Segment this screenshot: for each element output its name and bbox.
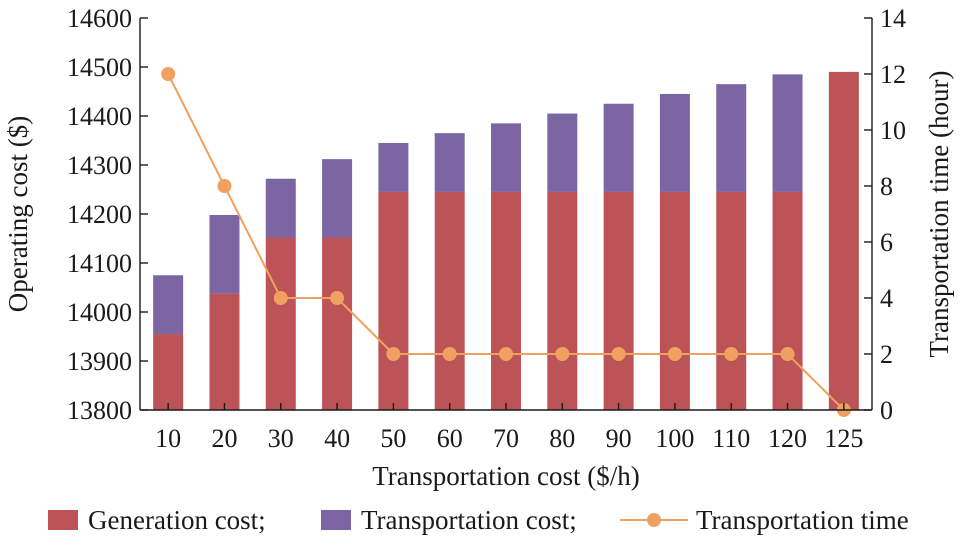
point-transportation-time-110 bbox=[724, 347, 739, 361]
x-tick-label: 50 bbox=[380, 424, 406, 453]
point-transportation-time-40 bbox=[330, 291, 345, 305]
point-transportation-time-20 bbox=[217, 179, 232, 193]
bar-generation-30 bbox=[265, 237, 296, 410]
x-tick-label: 90 bbox=[606, 424, 632, 453]
bar-generation-50 bbox=[378, 191, 409, 410]
legend-swatch-transportation-cost bbox=[321, 510, 351, 530]
bar-generation-40 bbox=[322, 237, 353, 410]
bar-transportation-70 bbox=[491, 123, 521, 192]
bar-generation-80 bbox=[547, 191, 578, 410]
point-transportation-time-70 bbox=[499, 347, 513, 361]
x-tick-label: 80 bbox=[549, 424, 575, 453]
bar-generation-110 bbox=[716, 191, 747, 410]
bar-transportation-80 bbox=[547, 113, 578, 192]
y2-tick-label: 10 bbox=[880, 116, 906, 145]
point-transportation-time-120 bbox=[780, 347, 795, 361]
bar-transportation-20 bbox=[209, 214, 240, 294]
x-tick-labels: 10 20 30 40 50 60 70 80 90 100 110 120 125 bbox=[155, 403, 863, 453]
bar-generation-10 bbox=[153, 334, 184, 410]
bar-generation-70 bbox=[491, 191, 521, 410]
point-transportation-time-10 bbox=[161, 67, 176, 81]
bar-transportation-120 bbox=[772, 74, 803, 192]
y-tick-label: 13800 bbox=[67, 396, 132, 425]
x-tick-label: 125 bbox=[824, 424, 863, 453]
y-tick-label: 13900 bbox=[67, 347, 132, 376]
point-transportation-time-80 bbox=[555, 347, 570, 361]
x-tick-label: 70 bbox=[493, 424, 519, 453]
x-tick-label: 40 bbox=[324, 424, 350, 453]
bar-generation-100 bbox=[659, 191, 690, 410]
y2-tick-label: 2 bbox=[880, 340, 893, 369]
bar-transportation-30 bbox=[265, 178, 296, 238]
legend-label-transportation-cost: Transportation cost; bbox=[361, 505, 577, 535]
legend-marker-transportation-time bbox=[647, 513, 661, 527]
y-tick-label: 14400 bbox=[67, 102, 132, 131]
bar-transportation-40 bbox=[322, 159, 353, 238]
y2-tick-label: 6 bbox=[880, 228, 893, 257]
y-tick-label: 14200 bbox=[67, 200, 132, 229]
y-tick-label: 14600 bbox=[67, 4, 132, 33]
left-tick-labels: 13800 13900 14000 14100 14200 14300 14400 14500… bbox=[67, 4, 148, 425]
x-tick-label: 30 bbox=[268, 424, 294, 453]
bar-transportation-100 bbox=[659, 93, 690, 192]
y2-tick-label: 8 bbox=[880, 172, 893, 201]
bar-generation-60 bbox=[434, 191, 465, 410]
bar-transportation-50 bbox=[378, 142, 409, 192]
legend-swatch-generation bbox=[48, 510, 78, 530]
y-tick-label: 14000 bbox=[67, 298, 132, 327]
bar-transportation-110 bbox=[716, 84, 747, 192]
point-transportation-time-50 bbox=[386, 347, 401, 361]
bars-layer bbox=[153, 71, 859, 411]
x-tick-label: 110 bbox=[712, 424, 750, 453]
bar-generation-120 bbox=[772, 191, 803, 410]
point-transportation-time-90 bbox=[611, 347, 626, 361]
line-layer bbox=[161, 67, 851, 417]
y-tick-label: 14500 bbox=[67, 53, 132, 82]
x-axis-title: Transportation cost ($/h) bbox=[372, 461, 639, 491]
x-tick-label: 20 bbox=[211, 424, 237, 453]
bar-generation-20 bbox=[209, 293, 240, 410]
bar-transportation-90 bbox=[603, 103, 634, 192]
y2-tick-label: 4 bbox=[880, 284, 893, 313]
x-tick-label: 10 bbox=[155, 424, 181, 453]
x-tick-label: 120 bbox=[768, 424, 807, 453]
x-tick-label: 60 bbox=[437, 424, 463, 453]
x-tick-label: 100 bbox=[655, 424, 694, 453]
legend-label-generation: Generation cost; bbox=[88, 505, 266, 535]
bar-transportation-60 bbox=[434, 133, 465, 192]
y-tick-label: 14100 bbox=[67, 249, 132, 278]
legend: Generation cost; Transportation cost; Tr… bbox=[48, 505, 909, 535]
point-transportation-time-60 bbox=[442, 347, 457, 361]
right-tick-labels: 0 2 4 6 8 10 12 14 bbox=[864, 4, 906, 425]
y-tick-label: 14300 bbox=[67, 151, 132, 180]
y2-tick-label: 0 bbox=[880, 396, 893, 425]
point-transportation-time-100 bbox=[667, 347, 682, 361]
y-axis-title: Operating cost ($) bbox=[3, 116, 33, 312]
bar-generation-125 bbox=[828, 71, 859, 411]
legend-label-transportation-time: Transportation time bbox=[696, 505, 909, 535]
bar-generation-90 bbox=[603, 191, 634, 410]
y2-axis-title: Transportation time (hour) bbox=[924, 71, 954, 358]
y2-tick-label: 14 bbox=[880, 4, 906, 33]
point-transportation-time-30 bbox=[273, 291, 288, 305]
y2-tick-label: 12 bbox=[880, 60, 906, 89]
bar-transportation-10 bbox=[153, 275, 184, 335]
